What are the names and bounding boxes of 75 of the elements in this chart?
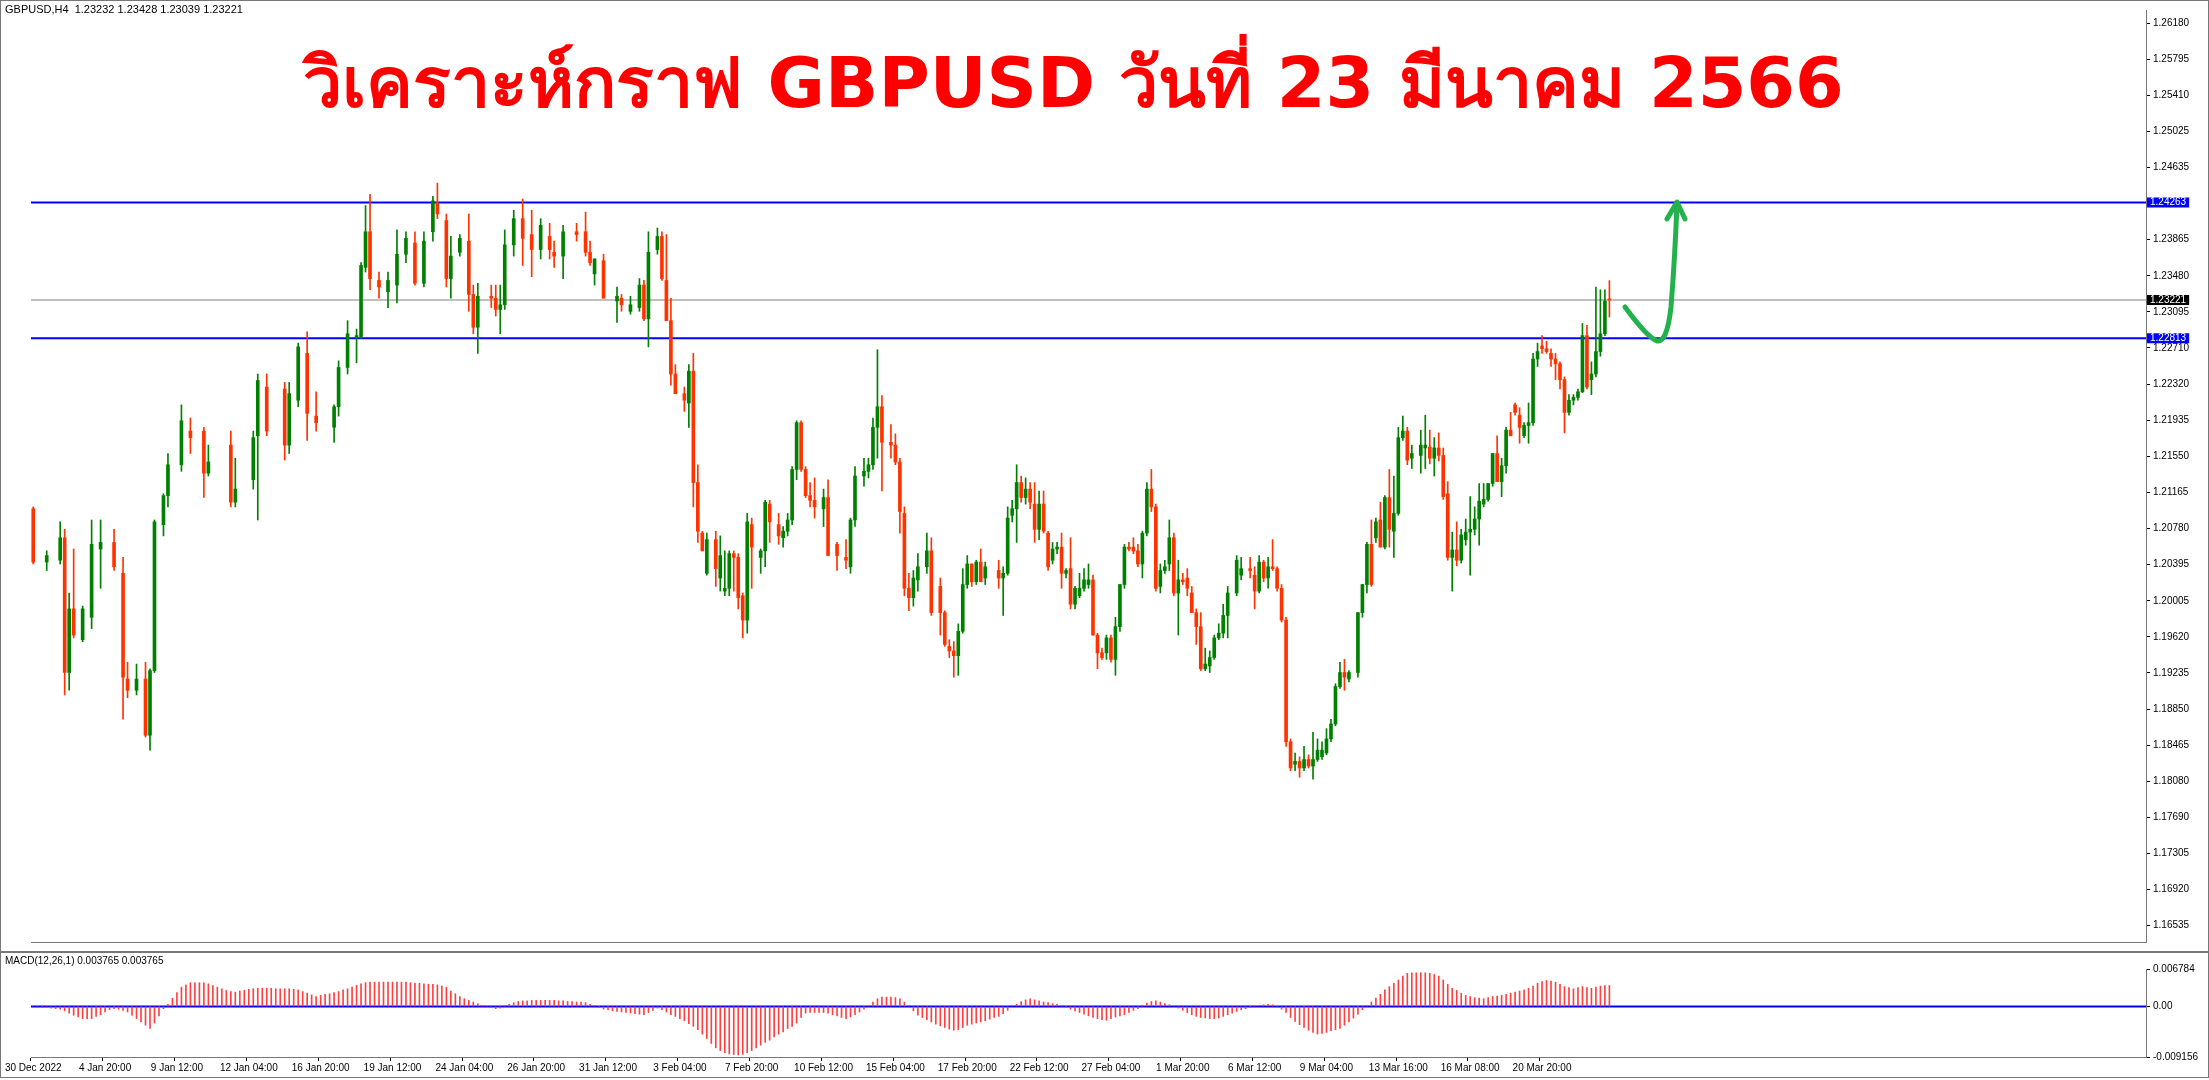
candlestick (889, 424, 893, 459)
y-tick-label: 1.25410 (2153, 88, 2190, 100)
y-tick-label: 1.21165 (2153, 486, 2189, 498)
x-tick-label: 7 Feb 20:00 (725, 1061, 779, 1073)
chart-subtitle: GBPUSD,H4 1.23232 1.23428 1.23039 1.23221 (5, 3, 243, 15)
ref-line-label: 1.23221 (2150, 293, 2187, 305)
y-tick-label: 1.18850 (2153, 702, 2190, 714)
x-tick-label: 20 Mar 20:00 (1512, 1061, 1572, 1073)
x-tick-label: 12 Jan 04:00 (219, 1061, 279, 1073)
y-tick-label: 1.21935 (2153, 414, 2190, 426)
y-tick-label: 1.22320 (2153, 378, 2190, 390)
y-tick-label: 1.21550 (2153, 450, 2190, 462)
chart-title: MACD(12,26,1) 0.003765 0.003765 (5, 955, 164, 966)
y-tick-label: 1.16920 (2153, 883, 2190, 895)
x-tick-label: 10 Feb 12:00 (794, 1061, 854, 1073)
y-tick-label: 1.20005 (2153, 594, 2190, 606)
candlestick (314, 391, 318, 432)
y-tick-label: 1.19620 (2153, 630, 2190, 642)
candlestick (1409, 444, 1414, 469)
candlestick (552, 240, 556, 268)
x-tick-label: 1 Mar 20:00 (1156, 1061, 1210, 1073)
y-tick-label: 1.23865 (2153, 233, 2190, 245)
x-tick-label: 9 Jan 12:00 (150, 1061, 204, 1073)
candlestick (1311, 732, 1315, 780)
candlestick (1293, 752, 1297, 772)
x-tick-label: 13 Mar 16:00 (1368, 1061, 1429, 1073)
y-tick-label: 1.23095 (2153, 305, 2190, 317)
candlestick (529, 209, 534, 278)
candlestick (722, 550, 727, 597)
candlestick (489, 284, 494, 308)
y-tick-label: 1.26180 (2153, 16, 2190, 28)
y-tick-label: 1.24635 (2153, 161, 2190, 173)
y-tick-label: -0.009156 (2153, 1050, 2199, 1062)
candlestick (862, 457, 866, 487)
candlestick (1248, 557, 1252, 579)
candlestick (1468, 496, 1473, 576)
candlestick (1203, 647, 1208, 671)
y-tick-label: 1.16535 (2153, 919, 2190, 931)
candlestick (1176, 559, 1181, 636)
x-tick-label: 22 Feb 12:00 (1009, 1061, 1070, 1073)
x-tick-label: 19 Jan 12:00 (363, 1061, 422, 1073)
y-tick-label: 1.23480 (2153, 269, 2190, 281)
x-tick-label: 30 Dec 2022 (4, 1061, 63, 1073)
x-tick-label: 16 Jan 20:00 (291, 1061, 350, 1073)
y-tick-label: 1.17305 (2153, 847, 2190, 859)
x-tick-label: 9 Mar 04:00 (1299, 1061, 1354, 1073)
candlestick (1423, 414, 1428, 469)
x-tick-label: 31 Jan 12:00 (579, 1061, 638, 1073)
y-tick-label: 0.006784 (2153, 962, 2196, 974)
candlestick (844, 539, 848, 569)
x-tick-label: 17 Feb 20:00 (937, 1061, 998, 1073)
x-tick-label: 26 Jan 20:00 (507, 1061, 566, 1073)
y-tick-label: 1.25025 (2153, 124, 2190, 136)
y-tick-label: 0.00 (2153, 1000, 2173, 1012)
y-tick-label: 1.22710 (2153, 341, 2190, 353)
candlestick (1450, 531, 1455, 592)
y-tick-label: 1.18465 (2153, 738, 2190, 750)
y-tick-label: 1.25795 (2153, 52, 2190, 64)
y-tick-label: 1.17690 (2153, 811, 2190, 823)
x-tick-label: 4 Jan 20:00 (78, 1061, 132, 1073)
y-tick-label: 1.20780 (2153, 522, 2190, 534)
candlestick (951, 641, 956, 678)
y-tick-label: 1.18080 (2153, 774, 2190, 786)
x-tick-label: 24 Jan 04:00 (435, 1061, 494, 1073)
x-tick-label: 6 Mar 12:00 (1227, 1061, 1282, 1073)
ref-line-label: 1.24263 (2150, 196, 2187, 208)
x-tick-label: 16 Mar 08:00 (1440, 1061, 1501, 1073)
candlestick (1540, 335, 1544, 354)
ref-line-label: 1.22813 (2150, 331, 2187, 343)
y-tick-label: 1.20395 (2153, 558, 2190, 570)
y-tick-label: 1.19235 (2153, 666, 2190, 678)
x-tick-label: 27 Feb 04:00 (1081, 1061, 1141, 1073)
candlestick (615, 286, 619, 323)
x-tick-label: 15 Feb 04:00 (865, 1061, 926, 1073)
x-tick-label: 3 Feb 04:00 (653, 1061, 707, 1073)
